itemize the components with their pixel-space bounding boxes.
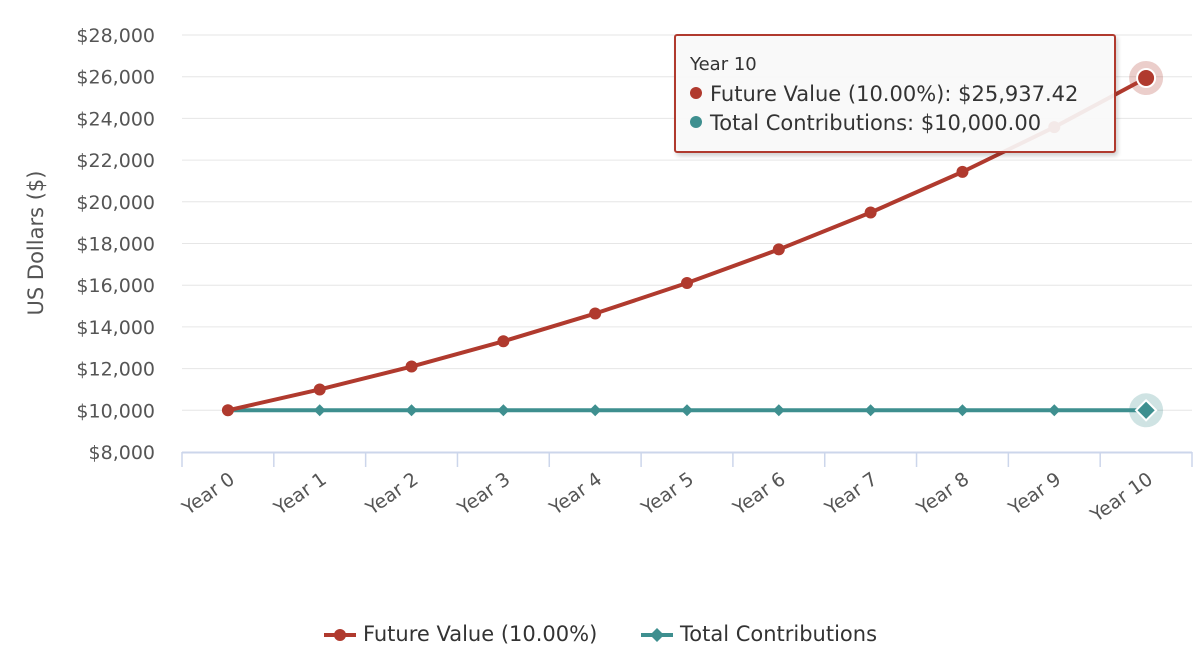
data-point-future-value[interactable] — [864, 206, 877, 219]
y-tick-label: $20,000 — [76, 192, 155, 214]
x-axis: Year 0 Year 1 Year 2 Year 3 Year 4 Year 5 Year… — [178, 451, 1193, 527]
x-tick-label: Year 1 — [269, 468, 330, 520]
legend-circle-line-icon — [323, 629, 356, 641]
tooltip: Year 10 Future Value (10.00%): $25,937.4… — [674, 34, 1116, 153]
y-tick-label: $14,000 — [76, 317, 155, 339]
x-tick-label: Year 9 — [1004, 468, 1065, 520]
tooltip-value: $25,937.42 — [958, 82, 1079, 106]
data-point-future-value[interactable] — [956, 165, 969, 178]
data-point-total-contributions[interactable] — [497, 404, 510, 417]
y-tick-label: $12,000 — [76, 359, 155, 381]
series-layer — [221, 61, 1164, 428]
tooltip-dot-icon — [690, 87, 702, 99]
x-tick-label: Year 0 — [178, 468, 239, 520]
x-tick-label: Year 10 — [1086, 468, 1157, 527]
y-tick-label: $18,000 — [76, 234, 155, 256]
data-point-total-contributions[interactable] — [681, 404, 693, 417]
x-tick-label: Year 8 — [912, 468, 973, 520]
x-tick-label: Year 4 — [545, 468, 606, 520]
legend-diamond-line-icon — [640, 628, 673, 642]
tooltip-header: Year 10 — [690, 54, 757, 75]
data-point-total-contributions[interactable] — [864, 404, 877, 417]
tooltip-label: Total Contributions: — [710, 111, 921, 135]
x-tick-label: Year 2 — [361, 468, 422, 520]
tooltip-value: $10,000.00 — [920, 111, 1042, 135]
legend-item-future-value[interactable]: Future Value (10.00%) — [323, 622, 597, 646]
data-point-total-contributions[interactable] — [313, 404, 326, 417]
tooltip-dot-icon — [690, 116, 702, 128]
tooltip-row-future-value: Future Value (10.00%): $25,937.42 — [690, 82, 1078, 106]
x-tick-label: Year 3 — [453, 468, 514, 520]
x-tick-label: Year 5 — [637, 468, 698, 520]
x-tick-label: Year 6 — [728, 468, 789, 520]
y-tick-label: $16,000 — [76, 275, 155, 297]
legend-label: Future Value (10.00%) — [362, 622, 598, 646]
data-point-total-contributions[interactable] — [589, 404, 602, 417]
legend: Future Value (10.00%) Total Contribution… — [0, 622, 1200, 646]
x-tick-label: Year 7 — [820, 468, 881, 520]
data-point-total-contributions[interactable] — [1134, 398, 1158, 422]
data-point-future-value[interactable] — [405, 360, 418, 373]
data-point-total-contributions[interactable] — [405, 404, 418, 417]
y-tick-label: $24,000 — [76, 108, 155, 130]
legend-item-total-contributions[interactable]: Total Contributions — [640, 622, 877, 646]
data-point-future-value[interactable] — [497, 335, 510, 348]
y-tick-label: $22,000 — [76, 150, 155, 172]
data-point-future-value[interactable] — [681, 277, 693, 290]
data-point-future-value[interactable] — [589, 307, 602, 320]
y-tick-label: $26,000 — [76, 67, 155, 89]
y-tick-label: $8,000 — [89, 442, 155, 464]
data-point-total-contributions[interactable] — [1048, 404, 1061, 417]
legend-label: Total Contributions — [679, 622, 878, 646]
y-axis: $8,000 $10,000 $12,000 $14,000 $16,000 $18,00… — [76, 25, 155, 464]
data-point-total-contributions[interactable] — [772, 404, 785, 417]
y-tick-label: $10,000 — [76, 400, 155, 422]
data-point-future-value[interactable] — [1136, 68, 1157, 89]
tooltip-label: Future Value (10.00%): — [710, 82, 959, 106]
y-tick-label: $28,000 — [76, 25, 155, 47]
data-point-future-value[interactable] — [221, 404, 234, 417]
data-point-future-value[interactable] — [313, 383, 326, 396]
data-point-future-value[interactable] — [772, 243, 785, 256]
tooltip-row-total-contributions: Total Contributions: $10,000.00 — [690, 111, 1041, 135]
y-axis-title: US Dollars ($) — [24, 171, 48, 316]
data-point-total-contributions[interactable] — [956, 404, 969, 417]
